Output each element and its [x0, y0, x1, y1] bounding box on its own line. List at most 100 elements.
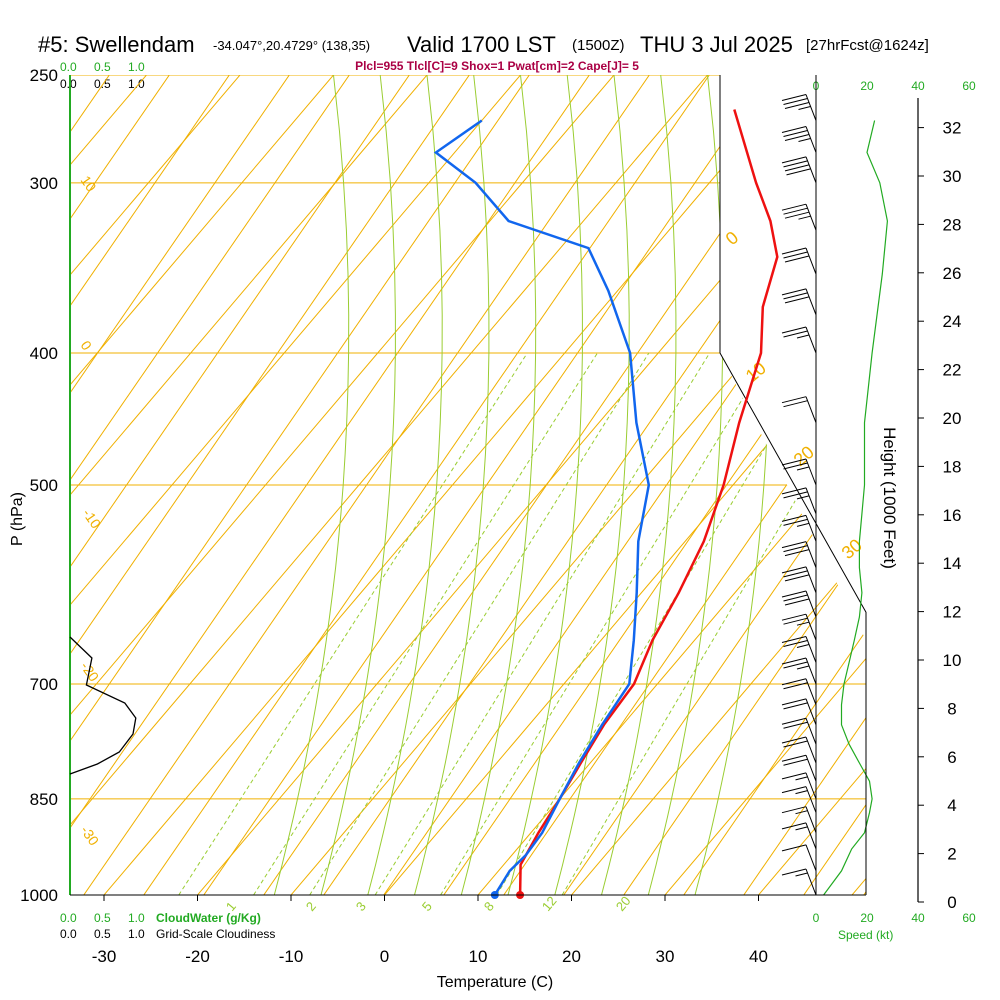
forecast-tag: [27hrFcst@1624z] [806, 37, 929, 54]
top-black-0: 0.0 [60, 77, 77, 91]
top-black-2: 1.0 [128, 77, 145, 91]
wind-barb-flag [786, 168, 811, 176]
pressure-tick-label: 850 [30, 790, 58, 809]
zulu-time: (1500Z) [572, 37, 625, 54]
wind-barb-staff [805, 396, 817, 423]
dry-adiabat-line [70, 75, 866, 895]
wind-barb-half [796, 522, 810, 527]
moist-adiabat-line [686, 75, 770, 895]
isotherm-line [70, 75, 727, 895]
valid-time: Valid 1700 LST [407, 32, 556, 57]
wind-barb-half [796, 334, 810, 339]
wind-barb-flag [781, 613, 807, 621]
bottom-black-0: 0.0 [60, 927, 77, 941]
wind-barb-flag [781, 736, 807, 744]
temperature-tick-label: -30 [92, 947, 117, 966]
mixing-ratio-label: 3 [353, 899, 369, 914]
height-tick-label: 32 [943, 119, 962, 138]
moist-adiabat-line [546, 75, 630, 895]
wind-barb-flag [781, 717, 807, 725]
wind-barb-flag [784, 549, 810, 557]
wind-barb-staff [805, 590, 817, 618]
bottom-green-2: 1.0 [128, 911, 145, 925]
sounding-indices: Plcl=955 Tlcl[C]=9 Shox=1 Pwat[cm]=2 Cap… [355, 59, 639, 73]
valid-date: THU 3 Jul 2025 [640, 32, 793, 57]
wind-barb-flag [783, 721, 808, 729]
wind-speed-line [823, 120, 889, 896]
mixing-ratio-line [178, 352, 528, 895]
dry-adiabat-line [70, 75, 811, 895]
wind-barb-staff [805, 786, 817, 813]
speed-bottom-1: 20 [860, 911, 874, 925]
dry-adiabat-line [129, 75, 866, 895]
wind-barb-staff [805, 736, 817, 764]
wind-barb [781, 566, 817, 594]
pressure-tick-label: 400 [30, 344, 58, 363]
wind-barb-flag [783, 570, 808, 578]
speed-top-1: 20 [860, 79, 874, 93]
wind-barb-half [798, 215, 811, 220]
height-tick-label: 12 [943, 603, 962, 622]
dry-adiabat-line [70, 75, 866, 895]
height-tick-label: 8 [947, 699, 956, 718]
wind-barb-half [798, 106, 811, 111]
mixing-ratio-label: 20 [613, 893, 634, 914]
wind-barb-flag [784, 134, 810, 141]
wind-barb-flag [781, 786, 807, 794]
wind-barb [781, 126, 817, 153]
wind-barb-flag [783, 251, 808, 259]
wind-barb-staff [805, 698, 817, 726]
height-tick-label: 26 [943, 264, 962, 283]
cloudwater-top-scale: 0.0 0.5 1.0 0.0 0.5 1.0 [60, 60, 145, 91]
moist-adiabat-line [499, 75, 583, 895]
wind-barb-staff [805, 204, 817, 231]
wind-barb [781, 657, 817, 685]
wind-barb-staff [805, 772, 817, 800]
height-tick-label: 2 [947, 845, 956, 864]
temperature-tick-label: 20 [562, 947, 581, 966]
wind-barb-flag [781, 754, 807, 762]
pressure-tick-label: 500 [30, 476, 58, 495]
height-tick-label: 30 [943, 167, 962, 186]
temperature-line [518, 109, 779, 896]
moist-adiabat-line [266, 75, 350, 895]
wind-barb [781, 736, 817, 764]
wind-barb-flag [781, 126, 807, 133]
wind-barb-staff [805, 487, 817, 515]
wind-barb-flag [781, 590, 807, 598]
wind-barb [781, 868, 817, 896]
isotherm-line [70, 75, 73, 895]
wind-barb [781, 844, 817, 872]
wind-barb-flag [783, 98, 808, 106]
temperature-tick-label: 10 [469, 947, 488, 966]
moist-adiabat-line [406, 75, 490, 895]
isotherm-line [640, 75, 866, 895]
wind-barb-flag [784, 574, 810, 582]
top-green-0: 0.0 [60, 60, 77, 74]
mixing-ratio-line [253, 352, 598, 895]
wind-barb [781, 94, 817, 121]
wind-barb [781, 396, 817, 423]
x-axis-title: Temperature (C) [437, 974, 553, 991]
wind-barb-flag [781, 247, 807, 255]
dry-adiabat-line [70, 75, 866, 895]
cloudiness-profile [69, 636, 137, 775]
wind-barb-flag [783, 740, 808, 748]
moist-adiabat-line [593, 75, 677, 895]
isotherm-line [70, 75, 634, 895]
wind-barb [781, 822, 817, 850]
wind-barb [781, 288, 817, 316]
dry-adiabat-line [669, 75, 866, 895]
wind-barb-flag [783, 682, 808, 690]
wind-barb [781, 156, 817, 184]
dry-adiabat-line [369, 75, 866, 895]
isotherm-line [172, 75, 866, 895]
isotherm-line [70, 75, 353, 895]
height-tick-label: 0 [947, 893, 956, 912]
bottom-green-1: 0.5 [94, 911, 111, 925]
wind-barb [781, 590, 817, 618]
y-axis-title: P (hPa) [9, 492, 26, 546]
height-tick-label: 6 [947, 748, 956, 767]
wind-barb-staff [805, 822, 817, 850]
